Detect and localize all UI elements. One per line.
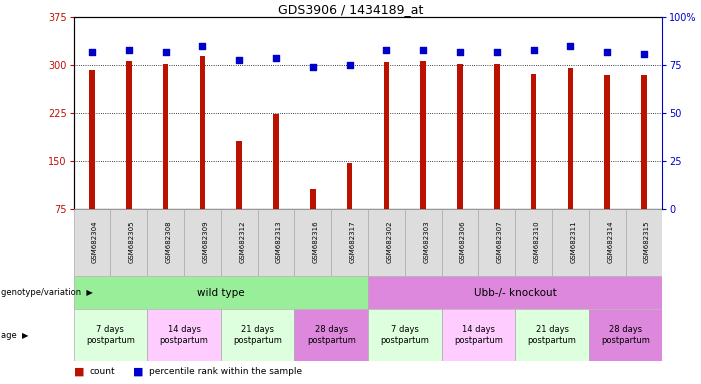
Point	[86, 49, 97, 55]
Point	[123, 47, 135, 53]
Point	[197, 43, 208, 49]
Point	[307, 64, 318, 70]
Bar	[331, 209, 368, 276]
Text: 21 days
postpartum: 21 days postpartum	[233, 325, 282, 345]
Text: count: count	[89, 367, 115, 376]
Bar	[478, 209, 515, 276]
Bar	[294, 209, 331, 276]
Bar	[74, 309, 147, 361]
Bar	[589, 309, 662, 361]
Point	[271, 55, 282, 61]
Text: GSM682304: GSM682304	[92, 220, 98, 263]
Text: GSM682314: GSM682314	[607, 220, 613, 263]
Bar	[89, 70, 95, 209]
Bar	[589, 209, 625, 276]
Text: GSM682307: GSM682307	[497, 220, 503, 263]
Text: GSM682315: GSM682315	[644, 220, 650, 263]
Bar	[515, 309, 589, 361]
Text: GSM682306: GSM682306	[460, 220, 466, 263]
Bar	[604, 75, 610, 209]
Point	[233, 56, 245, 63]
Text: 7 days
postpartum: 7 days postpartum	[381, 325, 429, 345]
Bar	[257, 209, 294, 276]
Bar	[421, 61, 426, 209]
Bar	[147, 309, 221, 361]
Bar	[442, 309, 515, 361]
Point	[491, 49, 503, 55]
Text: GSM682302: GSM682302	[386, 220, 393, 263]
Bar	[641, 75, 647, 209]
Text: GSM682310: GSM682310	[533, 220, 540, 263]
Bar	[568, 68, 573, 209]
Bar	[294, 309, 368, 361]
Text: Ubb-/- knockout: Ubb-/- knockout	[474, 288, 557, 298]
Text: GDS3906 / 1434189_at: GDS3906 / 1434189_at	[278, 3, 423, 16]
Bar	[347, 162, 353, 209]
Bar	[236, 141, 242, 209]
Bar	[368, 276, 662, 309]
Text: GSM682309: GSM682309	[203, 220, 208, 263]
Point	[601, 49, 613, 55]
Point	[454, 49, 465, 55]
Text: GSM682317: GSM682317	[350, 220, 355, 263]
Text: genotype/variation  ▶: genotype/variation ▶	[1, 288, 93, 297]
Bar	[368, 209, 405, 276]
Text: GSM682305: GSM682305	[129, 220, 135, 263]
Text: ■: ■	[74, 367, 84, 377]
Point	[160, 49, 171, 55]
Text: age  ▶: age ▶	[1, 331, 29, 339]
Bar	[184, 209, 221, 276]
Text: 14 days
postpartum: 14 days postpartum	[454, 325, 503, 345]
Bar	[457, 64, 463, 209]
Bar	[147, 209, 184, 276]
Bar	[111, 209, 147, 276]
Bar	[200, 56, 205, 209]
Text: GSM682308: GSM682308	[165, 220, 172, 263]
Text: GSM682313: GSM682313	[276, 220, 282, 263]
Point	[528, 47, 539, 53]
Point	[381, 47, 392, 53]
Text: GSM682303: GSM682303	[423, 220, 429, 263]
Bar	[531, 74, 536, 209]
Text: GSM682312: GSM682312	[239, 220, 245, 263]
Point	[418, 47, 429, 53]
Bar	[625, 209, 662, 276]
Bar	[515, 209, 552, 276]
Text: 21 days
postpartum: 21 days postpartum	[528, 325, 576, 345]
Bar	[126, 61, 132, 209]
Bar	[221, 309, 294, 361]
Point	[639, 51, 650, 57]
Bar	[273, 114, 279, 209]
Point	[565, 43, 576, 49]
Text: 28 days
postpartum: 28 days postpartum	[307, 325, 355, 345]
Bar	[552, 209, 589, 276]
Bar	[74, 276, 368, 309]
Bar	[405, 209, 442, 276]
Bar	[383, 62, 389, 209]
Text: GSM682311: GSM682311	[571, 220, 576, 263]
Bar	[442, 209, 478, 276]
Bar	[494, 64, 500, 209]
Text: percentile rank within the sample: percentile rank within the sample	[149, 367, 301, 376]
Bar	[368, 309, 442, 361]
Text: ■: ■	[133, 367, 144, 377]
Point	[344, 62, 355, 68]
Bar	[74, 209, 110, 276]
Text: 28 days
postpartum: 28 days postpartum	[601, 325, 650, 345]
Bar	[163, 64, 168, 209]
Text: 14 days
postpartum: 14 days postpartum	[160, 325, 208, 345]
Bar	[221, 209, 257, 276]
Text: GSM682316: GSM682316	[313, 220, 319, 263]
Bar	[310, 189, 315, 209]
Text: 7 days
postpartum: 7 days postpartum	[86, 325, 135, 345]
Text: wild type: wild type	[197, 288, 245, 298]
